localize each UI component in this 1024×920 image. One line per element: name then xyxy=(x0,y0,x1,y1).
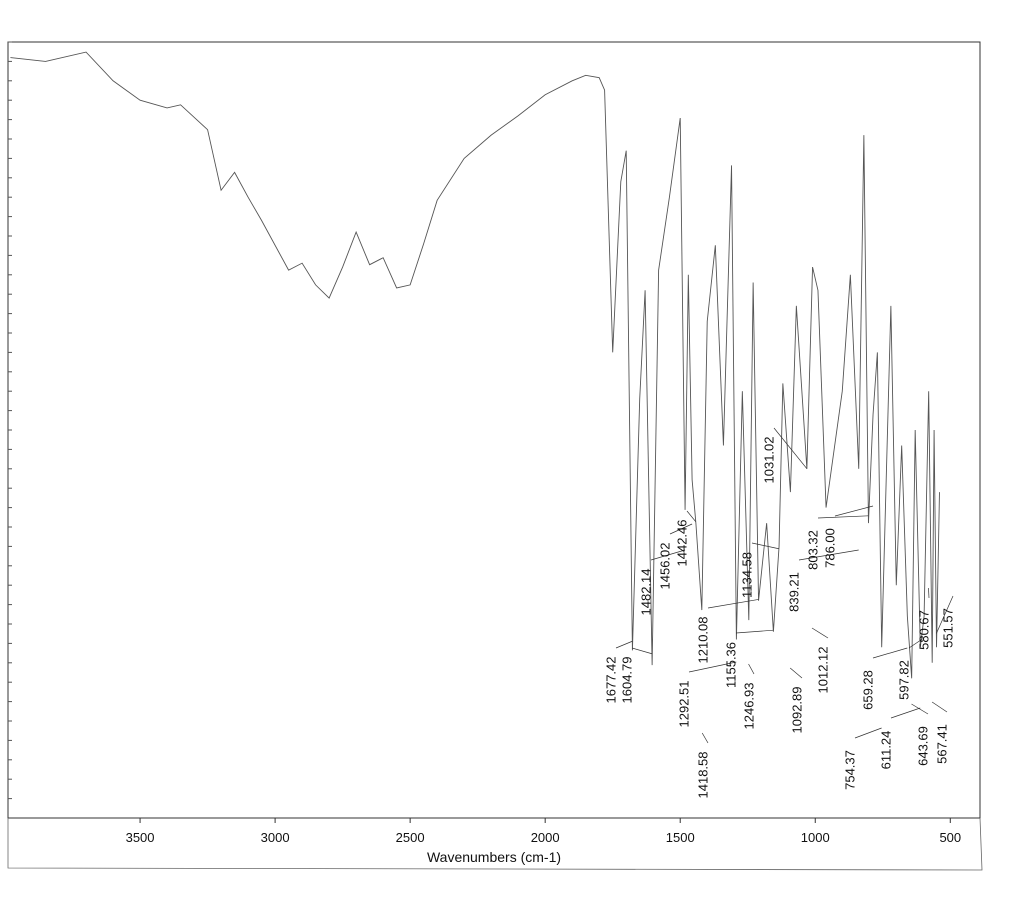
peak-leader xyxy=(798,549,859,561)
peak-label: 1604.79 xyxy=(619,657,634,704)
peak-leader xyxy=(931,701,948,713)
x-tick-label: 2000 xyxy=(531,830,560,845)
peak-label: 1210.08 xyxy=(695,617,710,664)
peak-leader xyxy=(669,523,693,535)
peak-label: 567.41 xyxy=(934,724,949,764)
peak-leader xyxy=(701,732,709,744)
peak-label: 1456.02 xyxy=(657,543,672,590)
peak-label: 1012.12 xyxy=(815,647,830,694)
peak-label: 1677.42 xyxy=(603,657,618,704)
peak-leader xyxy=(854,727,882,739)
peak-leader xyxy=(707,599,759,609)
spectrum-line xyxy=(10,51,940,679)
peak-label: 786.00 xyxy=(822,528,837,568)
peak-label: 1031.02 xyxy=(761,437,776,484)
peak-label: 611.24 xyxy=(878,731,893,770)
peak-label: 1155.36 xyxy=(723,642,738,688)
peak-leader xyxy=(688,661,737,673)
peak-leader xyxy=(751,542,779,550)
peak-label: 1134.58 xyxy=(739,552,754,598)
peak-label: 1092.89 xyxy=(789,687,804,734)
peak-leader xyxy=(686,510,697,522)
peak-label: 1418.58 xyxy=(695,752,710,799)
peak-leader xyxy=(631,647,653,655)
peak-label: 1442.46 xyxy=(674,520,689,567)
peak-label: 754.37 xyxy=(842,750,857,790)
peak-label: 659.28 xyxy=(860,670,875,710)
peak-label: 1246.93 xyxy=(741,683,756,730)
x-tick-label: 3000 xyxy=(261,830,290,845)
peak-label: 597.82 xyxy=(896,660,911,700)
peak-leader xyxy=(735,629,774,634)
peak-leader xyxy=(834,505,874,517)
peak-leader xyxy=(911,703,929,715)
peak-leader xyxy=(936,595,954,634)
peak-leader xyxy=(908,637,925,649)
peak-leader xyxy=(650,549,686,561)
peak-label: 803.32 xyxy=(805,530,820,570)
peak-leader xyxy=(615,640,633,649)
peak-leader xyxy=(872,647,908,659)
peak-leader xyxy=(748,663,755,675)
peak-label: 643.69 xyxy=(915,726,930,766)
peak-leader xyxy=(817,515,869,519)
plot-frame xyxy=(7,41,981,819)
peak-label: 1292.51 xyxy=(676,681,691,728)
peak-leader xyxy=(890,707,921,719)
peak-label: 580.67 xyxy=(916,610,931,650)
x-tick-label: 3500 xyxy=(126,830,155,845)
outer-frame xyxy=(7,817,983,871)
x-tick-label: 1000 xyxy=(801,830,830,845)
x-tick-label: 1500 xyxy=(666,830,695,845)
peak-leader xyxy=(811,627,829,639)
x-tick-label: 2500 xyxy=(396,830,425,845)
peak-label: 1482.14 xyxy=(638,569,653,616)
x-tick-label: 500 xyxy=(939,830,961,845)
peak-leader xyxy=(789,667,803,679)
peak-label: 839.21 xyxy=(786,572,801,612)
peak-leader xyxy=(773,427,808,469)
x-axis-label: Wavenumbers (cm-1) xyxy=(427,849,561,865)
peak-label: 551.57 xyxy=(940,608,955,648)
